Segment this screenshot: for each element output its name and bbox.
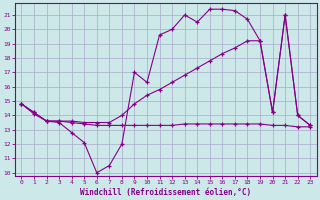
X-axis label: Windchill (Refroidissement éolien,°C): Windchill (Refroidissement éolien,°C): [80, 188, 252, 197]
